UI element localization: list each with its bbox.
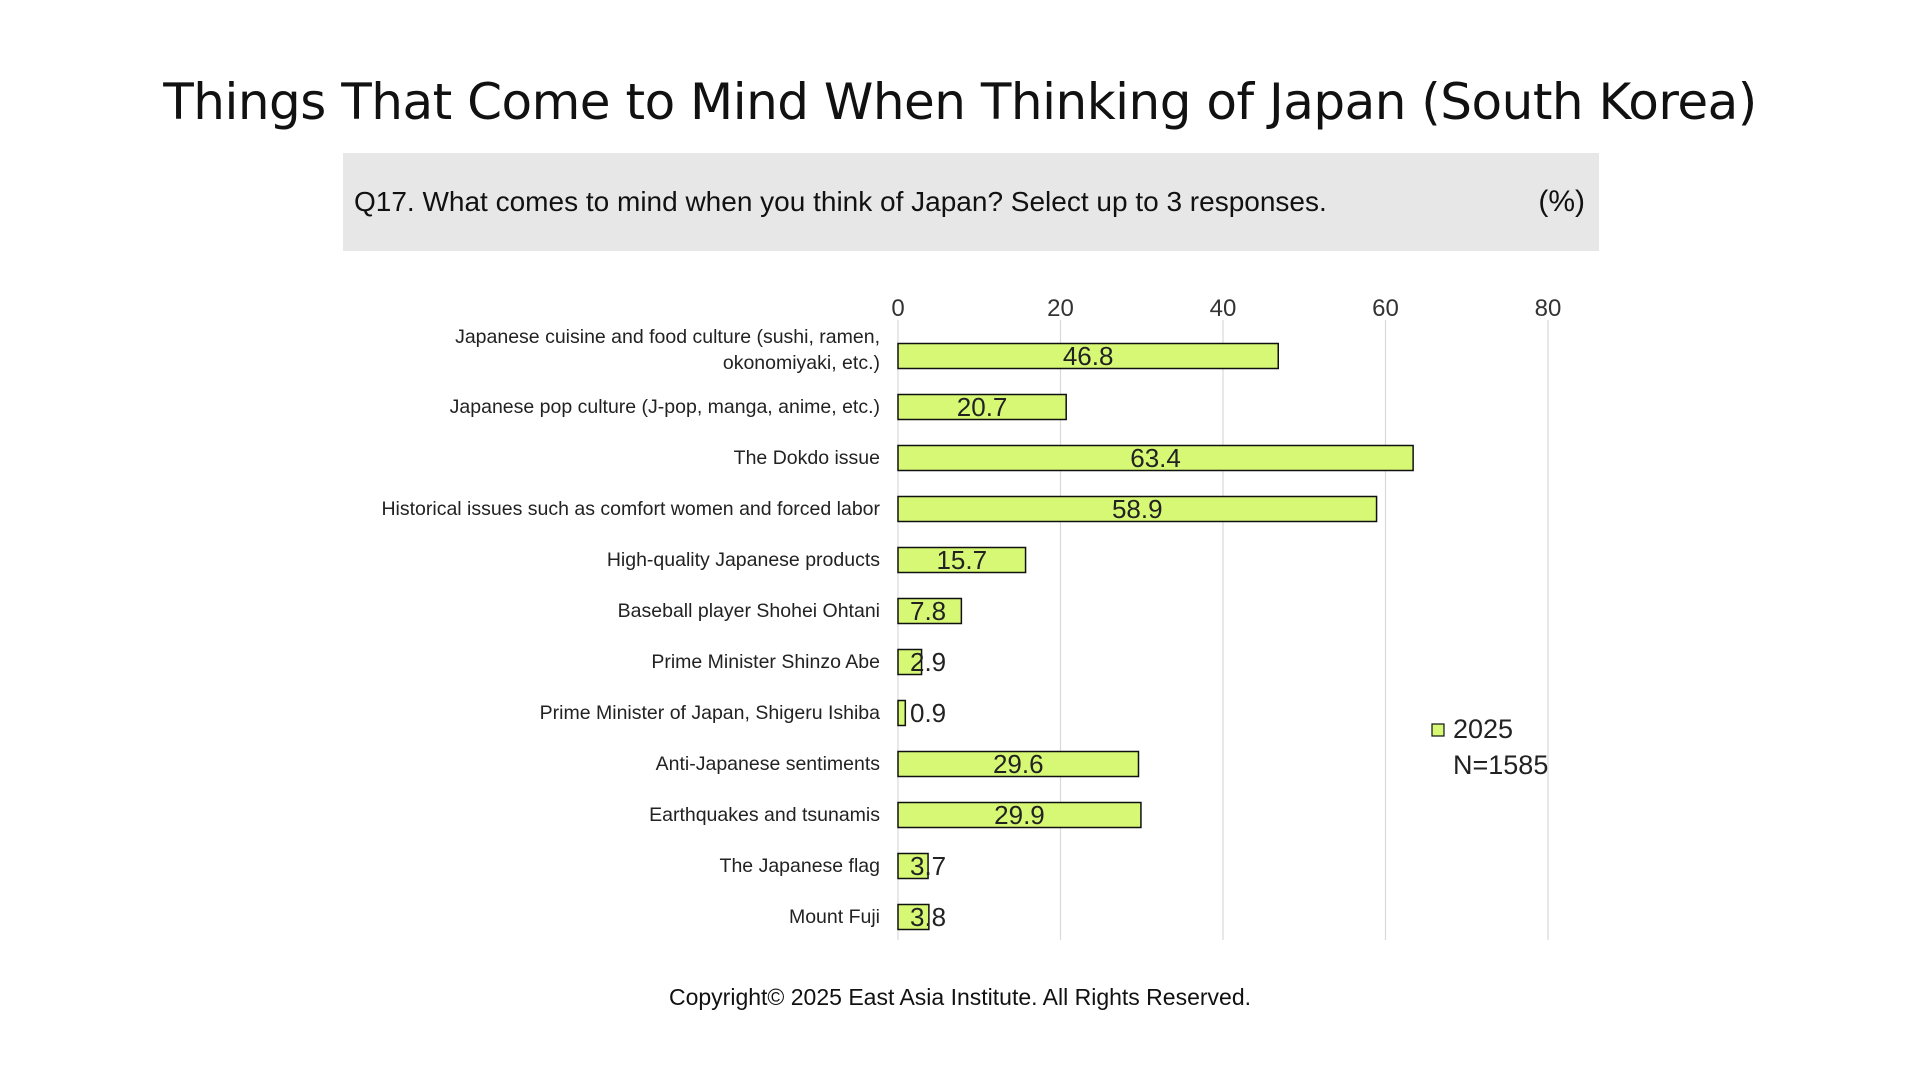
page-title: Things That Come to Mind When Thinking o…	[163, 73, 1757, 131]
category-label: Historical issues such as comfort women …	[381, 498, 880, 520]
data-label: 3.8	[910, 902, 946, 932]
x-tick-label: 20	[1047, 295, 1074, 322]
bar	[897, 801, 1142, 829]
bar	[897, 699, 907, 727]
x-tick-label: 40	[1210, 295, 1237, 322]
unit-label: (%)	[1538, 185, 1585, 218]
category-label: Japanese pop culture (J-pop, manga, anim…	[450, 396, 880, 418]
bar	[897, 546, 1027, 574]
bar	[897, 903, 930, 931]
data-label: 3.7	[910, 851, 946, 881]
bar	[897, 852, 929, 880]
data-label: 29.6	[993, 749, 1044, 779]
legend-label: 2025	[1453, 714, 1513, 744]
data-label: 15.7	[936, 545, 987, 575]
category-label: High-quality Japanese products	[607, 549, 880, 571]
data-label: 20.7	[957, 392, 1008, 422]
category-label: Prime Minister of Japan, Shigeru Ishiba	[540, 702, 880, 724]
bar	[897, 444, 1414, 472]
data-label: 58.9	[1112, 494, 1163, 524]
question-text: Q17. What comes to mind when you think o…	[354, 186, 1327, 217]
category-label: Japanese cuisine and food culture (sushi…	[455, 326, 880, 374]
category-label: The Japanese flag	[720, 855, 880, 877]
x-tick-label: 60	[1372, 295, 1399, 322]
data-label: 7.8	[910, 596, 946, 626]
category-label: Earthquakes and tsunamis	[649, 804, 880, 826]
x-tick-label: 80	[1535, 295, 1562, 322]
category-label: The Dokdo issue	[734, 447, 880, 469]
data-label: 63.4	[1130, 443, 1181, 473]
data-label: 29.9	[994, 800, 1045, 830]
category-label: Mount Fuji	[789, 906, 880, 928]
copyright-notice: Copyright© 2025 East Asia Institute. All…	[668, 984, 1252, 1010]
bar	[897, 495, 1378, 523]
data-label: 46.8	[1063, 341, 1114, 371]
legend-sample-size: N=1585	[1453, 750, 1548, 780]
x-tick-label: 0	[891, 295, 904, 322]
bar	[897, 750, 1140, 778]
category-label: Anti-Japanese sentiments	[656, 753, 881, 775]
category-label: Prime Minister Shinzo Abe	[651, 651, 880, 673]
bar	[897, 342, 1279, 370]
bar	[897, 597, 963, 625]
data-label: 0.9	[910, 698, 946, 728]
bar	[897, 393, 1067, 421]
bar	[897, 648, 923, 676]
data-label: 2.9	[910, 647, 946, 677]
legend-swatch	[1431, 723, 1445, 737]
category-label: Baseball player Shohei Ohtani	[618, 600, 880, 622]
question-box: Q17. What comes to mind when you think o…	[343, 153, 1599, 251]
